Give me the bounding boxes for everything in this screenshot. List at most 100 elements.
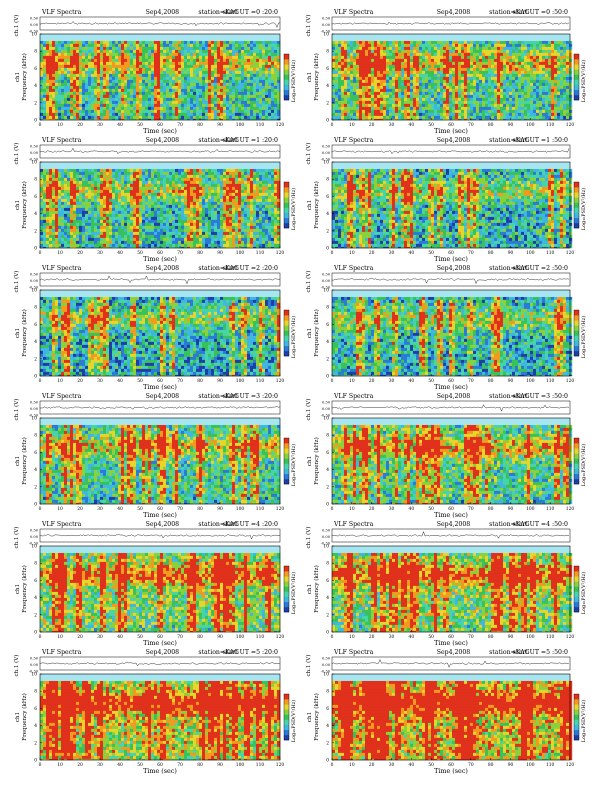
heatmap-cell (220, 89, 223, 92)
colorbar-step (284, 95, 289, 100)
heatmap-cell (115, 68, 118, 71)
heatmap-cell (341, 83, 344, 86)
heatmap-cell (440, 92, 443, 95)
heatmap-cell (350, 95, 353, 98)
x-tick-label: 20 (369, 123, 375, 128)
heatmap-cell (172, 56, 175, 59)
heatmap-cell (410, 98, 413, 101)
heatmap-cell (470, 95, 473, 98)
heatmap-cell (73, 226, 76, 229)
heatmap-cell (130, 50, 133, 53)
heatmap-cell (416, 56, 419, 59)
heatmap-cell (76, 205, 79, 208)
heatmap-cell (389, 44, 392, 47)
heatmap-cell (49, 95, 52, 98)
heatmap-cell (97, 68, 100, 71)
heatmap-cell (52, 184, 55, 187)
heatmap-cell (443, 77, 446, 80)
heatmap-cell (461, 62, 464, 65)
heatmap-cell (365, 44, 368, 47)
heatmap-cell (380, 65, 383, 68)
heatmap-cell (55, 187, 58, 190)
heatmap-cell (247, 53, 250, 56)
heatmap-cell (419, 98, 422, 101)
heatmap-cell (82, 98, 85, 101)
heatmap-cell (494, 68, 497, 71)
heatmap-cell (73, 220, 76, 223)
heatmap-cell (118, 74, 121, 77)
heatmap-cell (220, 104, 223, 107)
heatmap-cell (449, 89, 452, 92)
heatmap-cell (181, 59, 184, 62)
heatmap-cell (67, 214, 70, 217)
heatmap-cell (76, 74, 79, 77)
heatmap-cell (359, 74, 362, 77)
heatmap-cell (464, 47, 467, 50)
heatmap-cell (545, 116, 548, 119)
heatmap-cell (199, 62, 202, 65)
heatmap-cell (223, 110, 226, 113)
heatmap-cell (169, 107, 172, 110)
heatmap-cell (500, 95, 503, 98)
heatmap-cell (395, 59, 398, 62)
heatmap-cell (160, 44, 163, 47)
heatmap-cell (169, 56, 172, 59)
heatmap-cell (368, 74, 371, 77)
heatmap-cell (503, 80, 506, 83)
heatmap-cell (124, 56, 127, 59)
heatmap-cell (548, 74, 551, 77)
heatmap-cell (64, 113, 67, 116)
heatmap-cell (121, 62, 124, 65)
heatmap-cell (94, 202, 97, 205)
heatmap-cell (443, 74, 446, 77)
heatmap-cell (121, 59, 124, 62)
heatmap-cell (85, 44, 88, 47)
heatmap-cell (536, 116, 539, 119)
heatmap-cell (79, 220, 82, 223)
heatmap-cell (235, 74, 238, 77)
heatmap-cell (341, 68, 344, 71)
heatmap-cell (524, 113, 527, 116)
heatmap-cell (202, 62, 205, 65)
heatmap-cell (181, 113, 184, 116)
heatmap-cell (52, 223, 55, 226)
heatmap-cell (223, 68, 226, 71)
heatmap-cell (359, 59, 362, 62)
heatmap-cell (347, 92, 350, 95)
heatmap-cell (91, 65, 94, 68)
heatmap-cell (229, 80, 232, 83)
heatmap-cell (118, 83, 121, 86)
heatmap-cell (88, 101, 91, 104)
heatmap-cell (332, 110, 335, 113)
heatmap-cell (551, 47, 554, 50)
heatmap-cell (428, 89, 431, 92)
heatmap-cell (274, 89, 277, 92)
heatmap-cell (121, 71, 124, 74)
heatmap-cell (169, 53, 172, 56)
heatmap-cell (190, 56, 193, 59)
heatmap-cell (479, 101, 482, 104)
heatmap-cell (79, 184, 82, 187)
heatmap-cell (452, 68, 455, 71)
heatmap-cell (449, 95, 452, 98)
heatmap-cell (473, 59, 476, 62)
heatmap-cell (551, 44, 554, 47)
heatmap-cell (509, 65, 512, 68)
heatmap-cell (91, 101, 94, 104)
heatmap-cell (199, 116, 202, 119)
heatmap-cell (494, 44, 497, 47)
heatmap-cell (404, 59, 407, 62)
heatmap-cell (52, 50, 55, 53)
heatmap-cell (118, 41, 121, 44)
heatmap-cell (67, 184, 70, 187)
heatmap-cell (458, 65, 461, 68)
heatmap-cell (79, 208, 82, 211)
heatmap-cell (407, 98, 410, 101)
heatmap-cell (524, 116, 527, 119)
heatmap-cell (515, 74, 518, 77)
heatmap-cell (115, 62, 118, 65)
heatmap-cell (40, 110, 43, 113)
heatmap-cell (154, 65, 157, 68)
heatmap-cell (338, 83, 341, 86)
heatmap-cell (46, 202, 49, 205)
